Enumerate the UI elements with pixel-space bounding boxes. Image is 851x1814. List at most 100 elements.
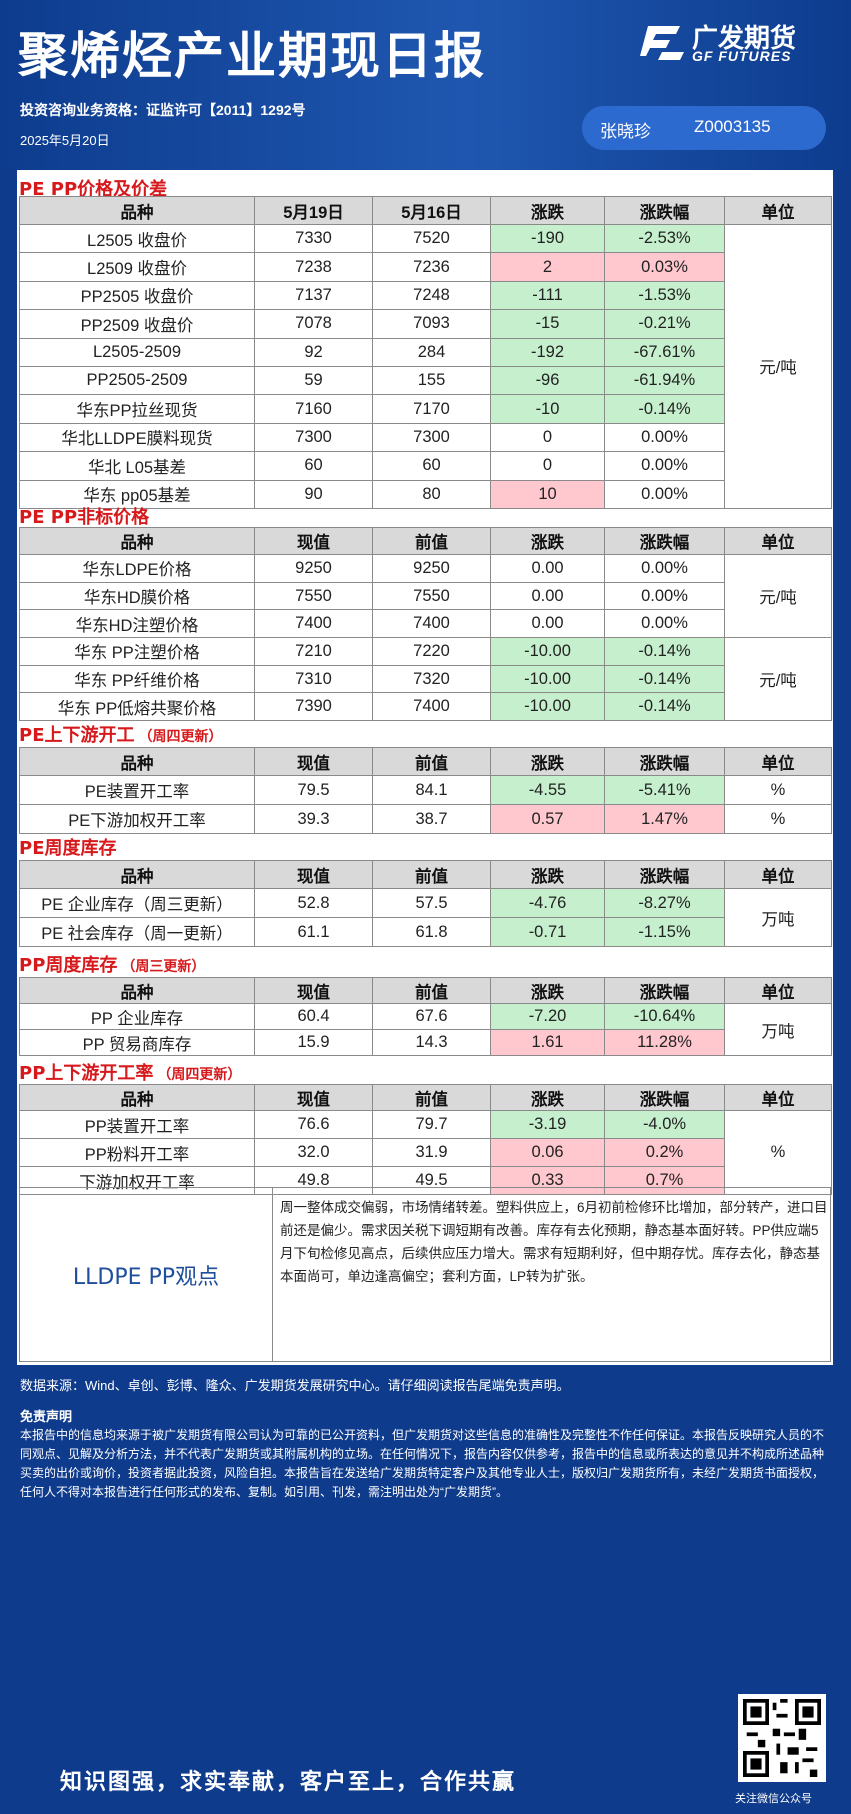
column-header: 单位 — [724, 860, 832, 889]
table-cell: PP2505 收盘价 — [19, 280, 255, 311]
gf-logo-icon — [640, 26, 684, 60]
table-cell: -10.64% — [604, 1003, 725, 1030]
table-cell: L2505-2509 — [19, 337, 255, 367]
table-row: PP 企业库存 60.4 67.6 -7.20 -10.64% 万吨 — [19, 1003, 832, 1056]
section-note: （周四更新） — [138, 729, 223, 745]
analyst-badge: 张晓珍 Z0003135 — [582, 106, 826, 150]
column-header: 涨跌 — [490, 977, 605, 1004]
table-cell: -3.19 — [490, 1110, 605, 1139]
table-cell: PE 企业库存（周三更新） — [19, 888, 255, 918]
qr-caption: 关注微信公众号 — [735, 1793, 812, 1805]
table-cell: 0.00% — [604, 609, 725, 639]
table-cell: 7400 — [254, 609, 373, 639]
table-cell: 7220 — [372, 637, 491, 666]
unit-cell: % — [724, 775, 832, 805]
table-cell: 57.5 — [372, 888, 491, 918]
table-cell: PP2505-2509 — [19, 365, 255, 396]
column-header: 品种 — [19, 860, 255, 889]
table-cell: 67.6 — [372, 1003, 491, 1030]
table-cell: 60 — [372, 451, 491, 481]
table-cell: 60.4 — [254, 1003, 373, 1030]
table-row: PE下游加权开工率 39.3 38.7 0.57 1.47%% — [19, 804, 832, 834]
table-cell: 华东 PP纤维价格 — [19, 664, 255, 694]
table-cell: 0.00 — [490, 554, 605, 583]
table-row: 华东HD膜价格 7550 7550 0.00 0.00% — [19, 581, 832, 611]
column-header: 前值 — [372, 747, 491, 776]
table-cell: -10 — [490, 394, 605, 424]
section-title-text: PP上下游开工率 — [19, 1063, 154, 1084]
table-cell: 7093 — [372, 309, 491, 339]
section-title-text: PE上下游开工 — [19, 725, 135, 746]
report-date: 2025年5月20日 — [20, 133, 110, 148]
data-table: 品种 现值 前值 涨跌 涨跌幅 单位 PE装置开工率 79.5 84.1 -4.55 -5.41%%… — [19, 747, 832, 834]
table-cell: -1.53% — [604, 280, 725, 311]
section-title-text: PP周度库存 — [19, 955, 118, 976]
table-cell: 7520 — [372, 223, 491, 254]
table-cell: 0.2% — [604, 1138, 725, 1167]
table-cell: 7210 — [254, 637, 373, 666]
table-cell: -7.20 — [490, 1003, 605, 1030]
column-header: 涨跌幅 — [604, 527, 725, 555]
table-cell: -0.71 — [490, 917, 605, 947]
column-header: 现值 — [254, 1084, 373, 1111]
table-row: PP2505-2509 59 155 -96 -61.94% — [19, 365, 832, 396]
table-cell: -0.14% — [604, 664, 725, 694]
table-cell: 80 — [372, 479, 491, 509]
section-title: PP上下游开工率 （周四更新） — [19, 1059, 241, 1085]
data-source: 数据来源：Wind、卓创、彭博、隆众、广发期货发展研究中心。请仔细阅读报告尾端免… — [20, 1378, 570, 1393]
table-cell: 10 — [490, 479, 605, 509]
table-cell: 华东HD注塑价格 — [19, 609, 255, 639]
table-cell: 0.00% — [604, 554, 725, 583]
unit-cell: 万吨 — [724, 1003, 832, 1056]
table-cell: 7320 — [372, 664, 491, 694]
license-text: 投资咨询业务资格：证监许可【2011】1292号 — [20, 102, 306, 118]
table-cell: PE 社会库存（周一更新） — [19, 917, 255, 947]
table-cell: 11.28% — [604, 1029, 725, 1056]
table-cell: 32.0 — [254, 1138, 373, 1167]
table-cell: 7170 — [372, 394, 491, 424]
column-header: 涨跌幅 — [604, 1084, 725, 1111]
data-table: 品种 现值 前值 涨跌 涨跌幅 单位 PP装置开工率 76.6 79.7 -3.19 -4.0%% P… — [19, 1084, 832, 1195]
table-cell: -61.94% — [604, 365, 725, 396]
logo-cn-text: 广发期货 — [692, 24, 797, 54]
table-cell: 7550 — [254, 581, 373, 611]
table-cell: 9250 — [254, 554, 373, 583]
table-cell: PP 企业库存 — [19, 1003, 255, 1030]
table-cell: -0.21% — [604, 309, 725, 339]
table-cell: 7400 — [372, 692, 491, 722]
column-header: 涨跌 — [490, 1084, 605, 1111]
table-cell: 155 — [372, 365, 491, 396]
table-cell: -96 — [490, 365, 605, 396]
section-title-text: PE PP价格及价差 — [19, 179, 168, 200]
table-cell: 华东 PP注塑价格 — [19, 637, 255, 666]
table-row: 华东 pp05基差 90 80 10 0.00% — [19, 479, 832, 509]
table-cell: 52.8 — [254, 888, 373, 918]
column-header: 现值 — [254, 747, 373, 776]
data-table: 品种 现值 前值 涨跌 涨跌幅 单位 华东LDPE价格 9250 9250 0.00 0.00% 元/… — [19, 527, 832, 722]
column-header: 涨跌 — [490, 196, 605, 225]
table-cell: 49.5 — [372, 1166, 491, 1195]
table-row: 华东 PP纤维价格 7310 7320 -10.00 -0.14% — [19, 664, 832, 694]
table-cell: 31.9 — [372, 1138, 491, 1167]
table-row: 华东PP拉丝现货 7160 7170 -10 -0.14% — [19, 394, 832, 424]
table-cell: 14.3 — [372, 1029, 491, 1056]
table-cell: 59 — [254, 365, 373, 396]
table-cell: 华东PP拉丝现货 — [19, 394, 255, 424]
view-label: LLDPE PP观点 — [20, 1188, 273, 1361]
table-cell: 0.7% — [604, 1166, 725, 1195]
table-row: 华东HD注塑价格 7400 7400 0.00 0.00% — [19, 609, 832, 639]
column-header: 涨跌幅 — [604, 196, 725, 225]
unit-cell: % — [724, 1110, 832, 1195]
table-cell: -0.14% — [604, 394, 725, 424]
table-cell: 7390 — [254, 692, 373, 722]
table-row: PP粉料开工率 32.0 31.9 0.06 0.2% — [19, 1138, 832, 1167]
column-header: 前值 — [372, 860, 491, 889]
table-cell: 7330 — [254, 223, 373, 254]
slogan: 知识图强，求实奉献，客户至上，合作共赢 — [60, 1770, 517, 1795]
column-header: 单位 — [724, 977, 832, 1004]
table-row: PE 社会库存（周一更新） 61.1 61.8 -0.71 -1.15% — [19, 917, 832, 947]
column-header: 单位 — [724, 196, 832, 225]
disclaimer-text: 本报告中的信息均来源于被广发期货有限公司认为可靠的已公开资料，但广发期货对这些信… — [20, 1428, 825, 1499]
analyst-name: 张晓珍 — [600, 122, 651, 141]
table-cell: 0.00% — [604, 451, 725, 481]
